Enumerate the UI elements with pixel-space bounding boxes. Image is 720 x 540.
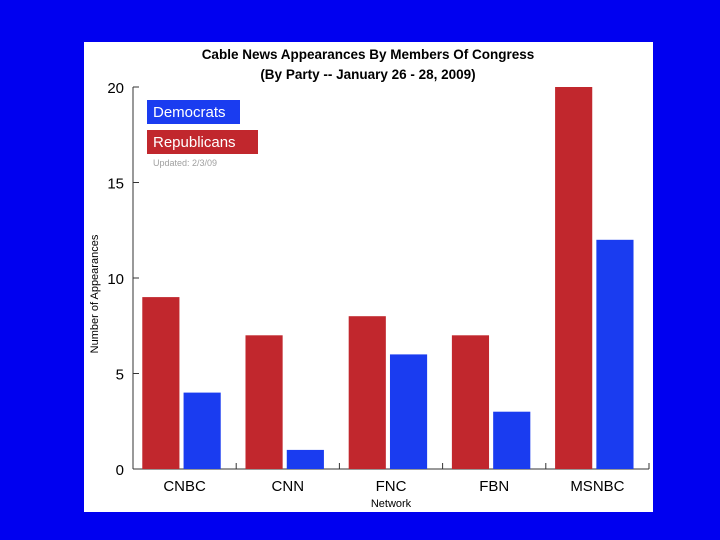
y-tick-label: 5 (116, 367, 124, 384)
bar-democrats (183, 392, 221, 469)
bar-republicans (348, 316, 386, 469)
bars (142, 87, 634, 469)
legend-swatch-republicans (147, 130, 258, 154)
x-axis-label: Network (371, 498, 412, 510)
bar-republicans (245, 335, 283, 469)
x-tick-label: CNN (272, 478, 305, 495)
bar-democrats (493, 411, 531, 469)
x-tick-label: FBN (479, 478, 509, 495)
legend-swatch-democrats (147, 100, 240, 124)
x-tick-label: MSNBC (570, 478, 624, 495)
bar-democrats (596, 239, 634, 469)
legend-label-democrats: Democrats (153, 104, 226, 121)
x-tick-label: FNC (376, 478, 407, 495)
legend-note: Updated: 2/3/09 (153, 158, 217, 168)
y-axis-label: Number of Appearances (89, 234, 101, 353)
y-tick-label: 20 (107, 80, 124, 97)
axes: 0 5 10 15 20 CNBC CNN FNC FBN MSNBC (107, 80, 650, 495)
legend-label-republicans: Republicans (153, 134, 236, 151)
y-tick-label: 0 (116, 462, 124, 479)
bar-republicans (142, 297, 180, 469)
legend: Democrats Republicans (147, 100, 258, 154)
bar-democrats (286, 449, 324, 469)
chart-subtitle: (By Party -- January 26 - 28, 2009) (260, 67, 475, 82)
bar-republicans (555, 87, 593, 469)
chart-panel: Cable News Appearances By Members Of Con… (84, 42, 653, 512)
y-tick-label: 15 (107, 176, 124, 193)
bar-republicans (451, 335, 490, 469)
bar-democrats (389, 354, 428, 469)
chart-title: Cable News Appearances By Members Of Con… (202, 47, 535, 62)
bar-chart: Cable News Appearances By Members Of Con… (89, 47, 650, 510)
y-tick-label: 10 (107, 271, 124, 288)
x-tick-label: CNBC (163, 478, 206, 495)
